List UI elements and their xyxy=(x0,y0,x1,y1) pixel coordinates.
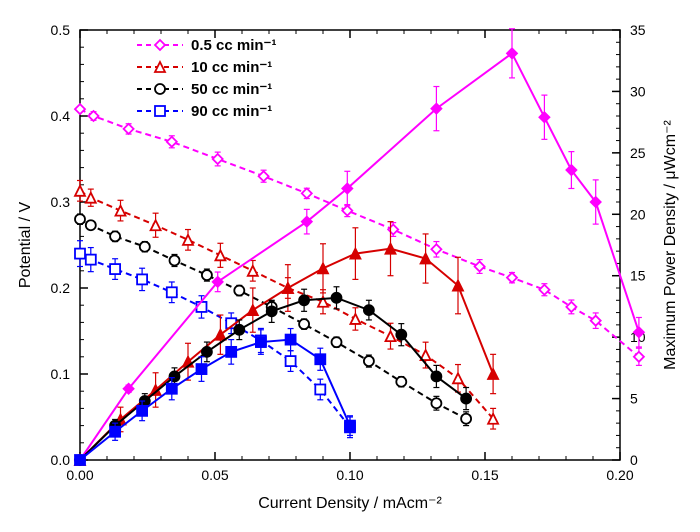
svg-text:Potential / V: Potential / V xyxy=(17,202,34,289)
series-50cc_pow xyxy=(75,287,471,465)
svg-text:0: 0 xyxy=(630,452,638,468)
svg-text:0.5 cc min⁻¹: 0.5 cc min⁻¹ xyxy=(191,37,276,54)
svg-text:20: 20 xyxy=(630,206,646,222)
series-90cc_pow xyxy=(75,329,355,465)
series-50cc_pot xyxy=(75,214,471,426)
svg-text:0.00: 0.00 xyxy=(66,467,93,483)
legend: 0.5 cc min⁻¹ 10 cc min⁻¹ 50 cc min⁻¹ 90 cc … xyxy=(137,37,276,120)
svg-text:0.10: 0.10 xyxy=(336,467,363,483)
svg-text:0.05: 0.05 xyxy=(201,467,228,483)
svg-text:0.3: 0.3 xyxy=(51,194,71,210)
svg-text:0.2: 0.2 xyxy=(51,280,71,296)
svg-text:Current Density / mAcm⁻²: Current Density / mAcm⁻² xyxy=(258,495,442,512)
svg-text:0.20: 0.20 xyxy=(606,467,633,483)
svg-text:50 cc min⁻¹: 50 cc min⁻¹ xyxy=(191,81,272,98)
svg-text:0.0: 0.0 xyxy=(51,452,71,468)
svg-text:10 cc min⁻¹: 10 cc min⁻¹ xyxy=(191,59,272,76)
svg-text:30: 30 xyxy=(630,83,646,99)
svg-text:0.4: 0.4 xyxy=(51,108,71,124)
svg-text:5: 5 xyxy=(630,391,638,407)
svg-text:90 cc min⁻¹: 90 cc min⁻¹ xyxy=(191,103,272,120)
svg-text:0.15: 0.15 xyxy=(471,467,498,483)
series-10cc_pot xyxy=(75,181,498,430)
svg-text:15: 15 xyxy=(630,268,646,284)
dual-axis-chart: 0.00 0.05 0.10 0.15 0.20 0.0 0.1 0.2 0.3 0.4 0.5 0 5… xyxy=(0,0,700,532)
svg-text:Maximum Power Density / μWcm⁻²: Maximum Power Density / μWcm⁻² xyxy=(662,119,679,369)
svg-text:0.1: 0.1 xyxy=(51,366,71,382)
svg-text:25: 25 xyxy=(630,145,646,161)
svg-text:35: 35 xyxy=(630,22,646,38)
svg-text:0.5: 0.5 xyxy=(51,22,71,38)
